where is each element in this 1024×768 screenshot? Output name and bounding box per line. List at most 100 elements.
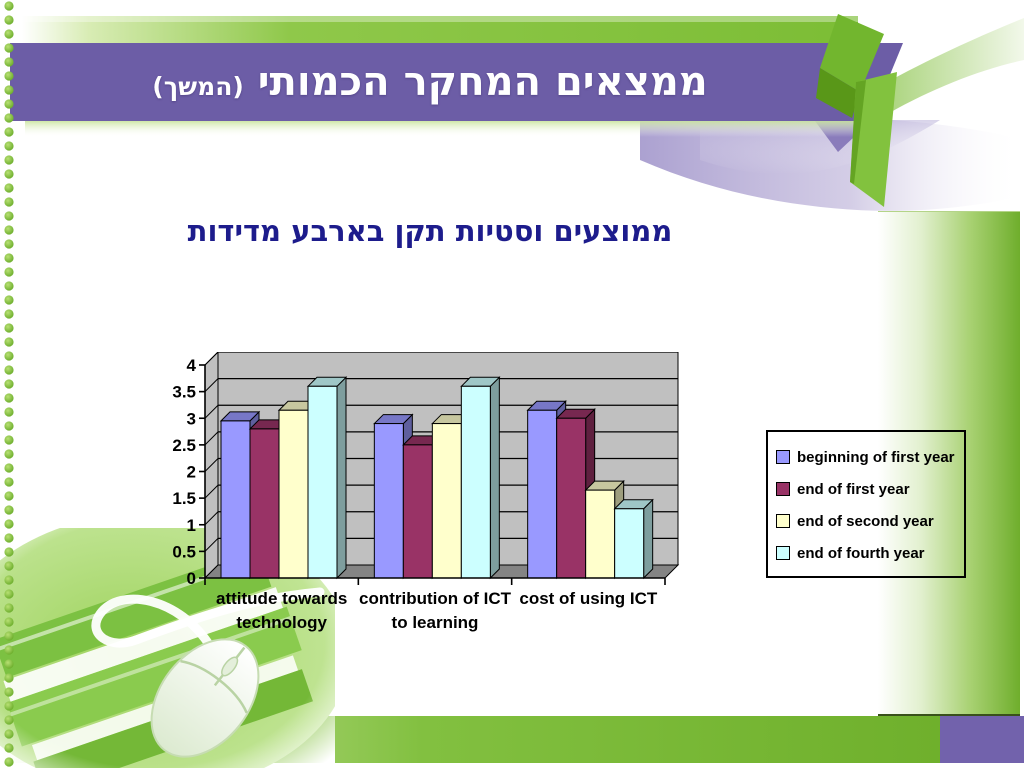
category-label: attitude towards bbox=[216, 589, 347, 608]
border-dot bbox=[4, 575, 14, 585]
border-dot bbox=[4, 729, 14, 739]
border-dot bbox=[4, 449, 14, 459]
bottom-purple-block bbox=[940, 716, 1024, 763]
border-dot bbox=[4, 505, 14, 515]
border-dot bbox=[4, 645, 14, 655]
border-dot bbox=[4, 239, 14, 249]
gridline-side bbox=[204, 458, 219, 472]
title-text: ממצאים המחקר הכמותי bbox=[257, 59, 708, 105]
border-dot bbox=[4, 421, 14, 431]
border-dot bbox=[4, 379, 14, 389]
border-dot bbox=[4, 99, 14, 109]
border-dot bbox=[4, 309, 14, 319]
y-tick-label: 1.5 bbox=[172, 489, 196, 508]
border-dot bbox=[4, 407, 14, 417]
border-dot bbox=[4, 85, 14, 95]
title-banner-artwork bbox=[10, 14, 1024, 211]
y-tick-label: 0 bbox=[187, 569, 196, 588]
border-dot bbox=[4, 631, 14, 641]
gridline-side bbox=[204, 484, 219, 499]
legend-label: end of second year bbox=[797, 512, 934, 530]
border-dot bbox=[4, 365, 14, 375]
legend-item: end of first year bbox=[776, 473, 958, 505]
legend-swatch-1 bbox=[776, 450, 790, 464]
border-dot bbox=[4, 253, 14, 263]
legend-item: end of second year bbox=[776, 505, 958, 537]
legend-label: end of fourth year bbox=[797, 544, 925, 562]
page-title: ממצאים המחקר הכמותי (המשך) bbox=[0, 46, 860, 118]
category-label: to learning bbox=[392, 613, 479, 632]
border-dot bbox=[4, 743, 14, 753]
legend-item: beginning of first year bbox=[776, 441, 958, 473]
border-dot bbox=[4, 757, 14, 767]
border-dot bbox=[4, 351, 14, 361]
border-dot bbox=[4, 43, 14, 53]
chart-legend: beginning of first year end of first year… bbox=[766, 430, 966, 578]
border-dot bbox=[4, 547, 14, 557]
border-dot bbox=[4, 561, 14, 571]
border-dot bbox=[4, 337, 14, 347]
dotted-left-border bbox=[4, 1, 14, 767]
purple-banner bbox=[10, 43, 903, 121]
border-dot bbox=[4, 715, 14, 725]
border-dot bbox=[4, 127, 14, 137]
legend-item: end of fourth year bbox=[776, 537, 958, 569]
y-tick-label: 2 bbox=[187, 463, 196, 482]
y-tick-label: 3.5 bbox=[172, 383, 196, 402]
border-dot bbox=[4, 1, 14, 11]
y-tick-label: 0.5 bbox=[172, 542, 196, 561]
border-dot bbox=[4, 169, 14, 179]
gridline-side bbox=[204, 352, 219, 366]
border-dot bbox=[4, 323, 14, 333]
border-dot bbox=[4, 197, 14, 207]
bar-end-of-fourth-year-cat1 bbox=[460, 376, 501, 580]
gridline-side bbox=[204, 511, 219, 526]
border-dot bbox=[4, 617, 14, 627]
legend-swatch-2 bbox=[776, 482, 790, 496]
gridline-side bbox=[204, 404, 219, 419]
bar-end-of-fourth-year-cat2 bbox=[613, 498, 654, 580]
legend-swatch-3 bbox=[776, 514, 790, 528]
border-dot bbox=[4, 477, 14, 487]
category-label: contribution of ICT bbox=[359, 589, 512, 608]
border-dot bbox=[4, 57, 14, 67]
banner-underglow bbox=[25, 121, 865, 137]
category-label: technology bbox=[236, 613, 327, 632]
legend-swatch-4 bbox=[776, 546, 790, 560]
title-suffix: (המשך) bbox=[152, 72, 244, 101]
border-dot bbox=[4, 519, 14, 529]
y-tick-label: 3 bbox=[187, 409, 196, 428]
y-tick-label: 2.5 bbox=[172, 436, 196, 455]
border-dot bbox=[4, 211, 14, 221]
border-dot bbox=[4, 589, 14, 599]
border-dot bbox=[4, 183, 14, 193]
category-label: cost of using ICT bbox=[519, 589, 658, 608]
border-dot bbox=[4, 71, 14, 81]
border-dot bbox=[4, 701, 14, 711]
legend-label: end of first year bbox=[797, 480, 910, 498]
border-dot bbox=[4, 281, 14, 291]
ribbon-fold-shade bbox=[816, 68, 860, 118]
border-dot bbox=[4, 491, 14, 501]
ribbon-tail-edge bbox=[850, 80, 866, 184]
bar-chart: 0 0.5 1 1.5 2 2.5 3 3.5 4 attitude towards technol… bbox=[172, 352, 680, 632]
bar-end-of-fourth-year-cat0 bbox=[306, 376, 348, 580]
ribbon-fold bbox=[820, 14, 884, 92]
border-dot bbox=[4, 435, 14, 445]
border-dot bbox=[4, 659, 14, 669]
border-dot bbox=[4, 155, 14, 165]
border-dot bbox=[4, 15, 14, 25]
border-dot bbox=[4, 113, 14, 123]
border-dot bbox=[4, 603, 14, 613]
border-dot bbox=[4, 687, 14, 697]
gridline-side bbox=[204, 538, 219, 552]
chart-subtitle: ממוצעים וסטיות תקן בארבע מדידות bbox=[187, 214, 673, 248]
border-dot bbox=[4, 463, 14, 473]
legend-label: beginning of first year bbox=[797, 448, 955, 466]
border-dot bbox=[4, 673, 14, 683]
border-dot bbox=[4, 393, 14, 403]
bar-beginning-of-first-year-cat0 bbox=[219, 410, 261, 580]
border-dot bbox=[4, 29, 14, 39]
border-dot bbox=[4, 141, 14, 151]
